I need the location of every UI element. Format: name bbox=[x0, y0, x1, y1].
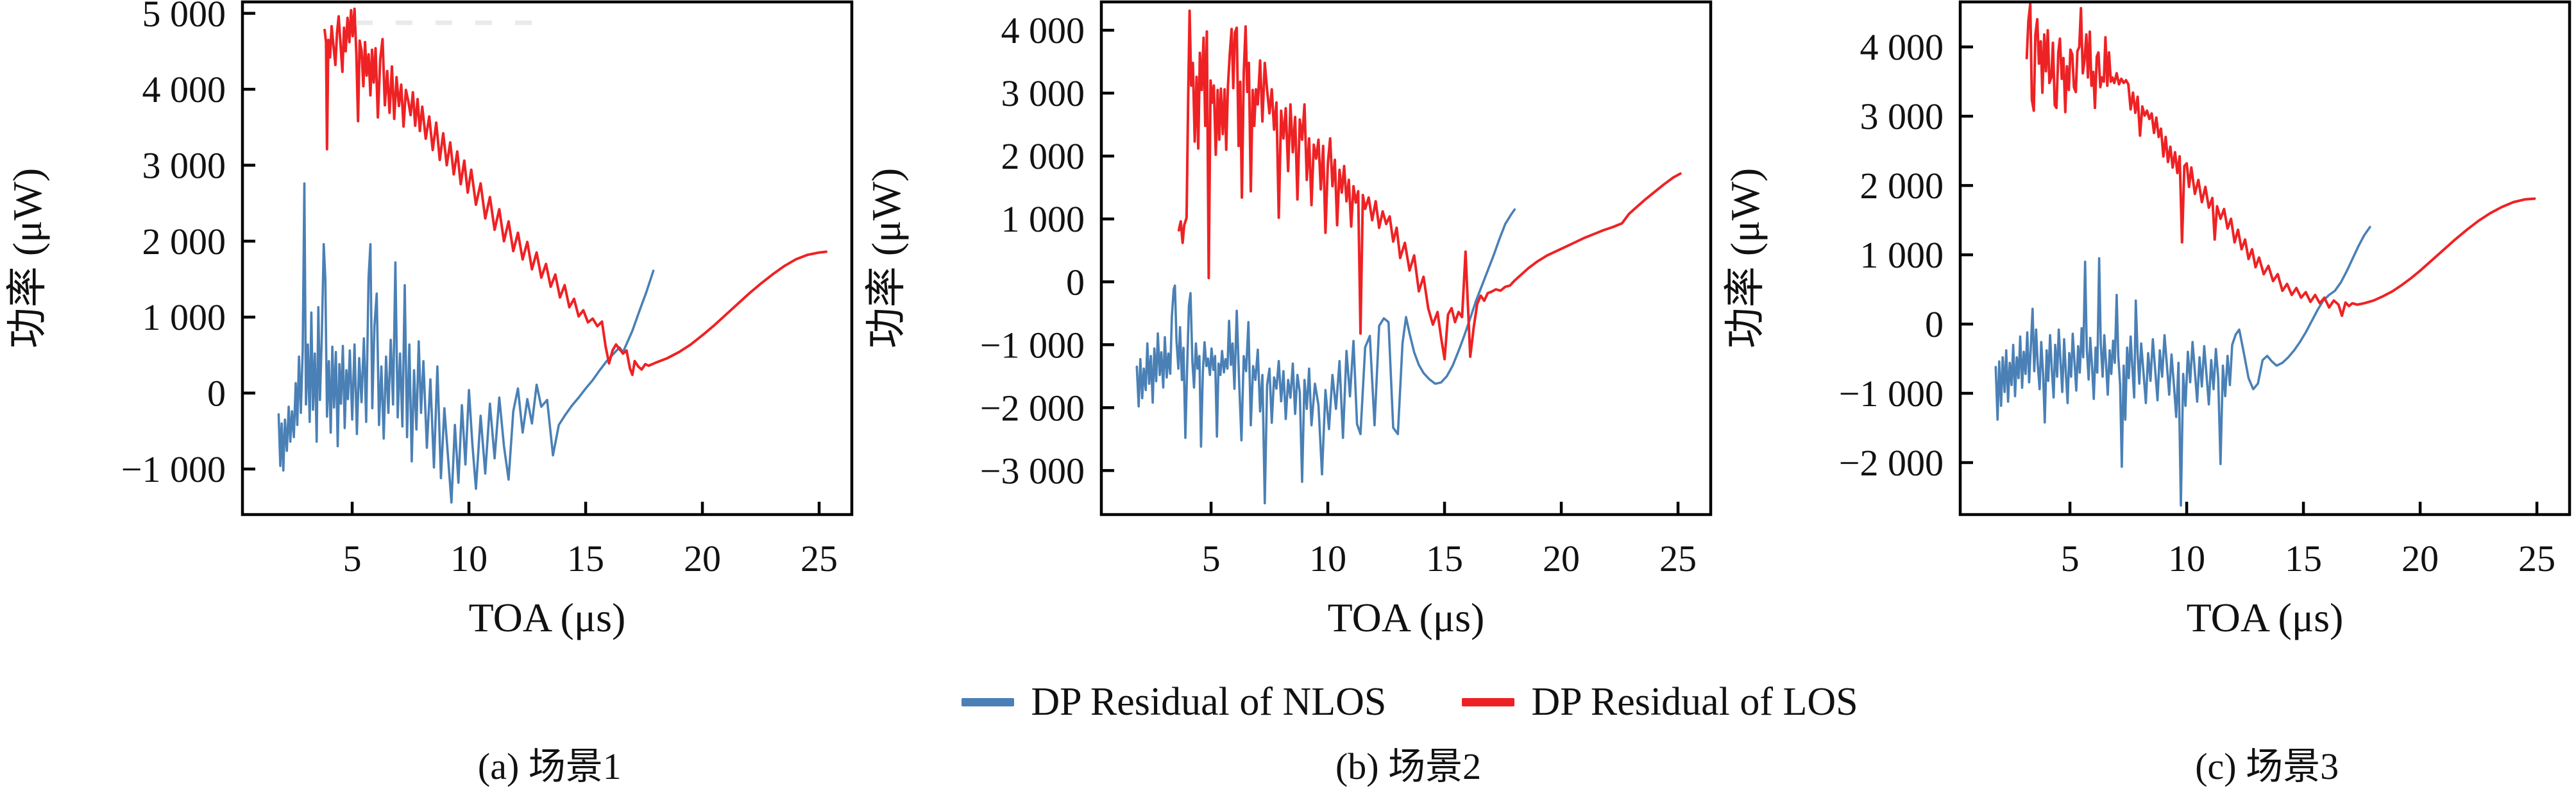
x-tick-label: 20 bbox=[2402, 538, 2439, 579]
y-tick-label: 0 bbox=[1066, 261, 1085, 303]
y-tick-label: −1 000 bbox=[1839, 373, 1944, 414]
y-tick-label: 1 000 bbox=[142, 296, 226, 338]
dp-residual-of-nlos-line bbox=[1994, 226, 2371, 507]
legend-item-los: DP Residual of LOS bbox=[1462, 682, 1858, 722]
y-tick-label: 3 000 bbox=[142, 144, 226, 186]
dp-residual-of-nlos-line bbox=[1135, 208, 1516, 505]
caption-scene3: (c) 场景3 bbox=[2195, 746, 2339, 787]
x-tick-label: 25 bbox=[801, 538, 838, 579]
panel-scene2: 5 10 15 20 25 4 000 3 000 2 000 1 000 0 −1 000 −2 0… bbox=[859, 0, 1718, 648]
y-tick-label: 2 000 bbox=[142, 221, 226, 262]
dp-residual-of-los-line bbox=[1177, 9, 1682, 361]
captions-row: (a) 场景1 (b) 场景2 (c) 场景3 bbox=[0, 731, 2576, 802]
y-tick-label: −1 000 bbox=[980, 324, 1085, 366]
x-tick-label: 5 bbox=[2061, 538, 2080, 579]
legend-label-los: DP Residual of LOS bbox=[1531, 680, 1858, 724]
y-tick-label: 5 000 bbox=[142, 0, 226, 35]
panels-row: 5 10 15 20 25 5 000 4 000 3 000 2 000 1 000 0 −1 00… bbox=[0, 0, 2576, 648]
dp-residual-of-nlos-line bbox=[277, 182, 655, 504]
y-axis-label: 功率 (μW) bbox=[4, 168, 50, 348]
x-tick-label: 20 bbox=[684, 538, 721, 579]
x-axis-label: TOA (μs) bbox=[1328, 595, 1485, 640]
x-tick-label: 15 bbox=[567, 538, 604, 579]
chart-scene2: 5 10 15 20 25 4 000 3 000 2 000 1 000 0 −1 000 −2 0… bbox=[863, 0, 1713, 640]
y-tick-label: −1 000 bbox=[121, 448, 226, 490]
y-tick-label: 4 000 bbox=[1001, 10, 1085, 51]
legend-label-nlos: DP Residual of NLOS bbox=[1031, 680, 1387, 724]
caption-scene1: (a) 场景1 bbox=[477, 746, 622, 787]
x-tick-label: 10 bbox=[1309, 538, 1346, 579]
plot-border bbox=[1099, 0, 1713, 516]
x-tick-label: 5 bbox=[1202, 538, 1221, 579]
x-tick-label: 20 bbox=[1543, 538, 1580, 579]
y-tick-label: 2 000 bbox=[1860, 165, 1944, 207]
panel-scene3: 5 10 15 20 25 4 000 3 000 2 000 1 000 0 −1 000 −2 0… bbox=[1718, 0, 2576, 648]
y-tick-label: 2 000 bbox=[1001, 135, 1085, 177]
x-tick-label: 25 bbox=[2518, 538, 2555, 579]
y-tick-label: −3 000 bbox=[980, 450, 1085, 491]
nlos-line-swatch bbox=[962, 697, 1015, 706]
y-tick-label: −2 000 bbox=[980, 387, 1085, 429]
dp-residual-of-los-line bbox=[2025, 3, 2536, 318]
y-tick-label: 3 000 bbox=[1860, 96, 1944, 137]
y-tick-label: −2 000 bbox=[1839, 442, 1944, 484]
caption-scene2: (b) 场景2 bbox=[1335, 746, 1482, 787]
plot-border bbox=[241, 0, 854, 516]
x-tick-label: 15 bbox=[2285, 538, 2322, 579]
y-tick-label: 1 000 bbox=[1001, 198, 1085, 240]
x-tick-label: 15 bbox=[1426, 538, 1463, 579]
x-tick-label: 10 bbox=[450, 538, 487, 579]
x-axis-label: TOA (μs) bbox=[2187, 595, 2344, 640]
chart-scene1: 5 10 15 20 25 5 000 4 000 3 000 2 000 1 000 0 −1 00… bbox=[4, 0, 854, 640]
x-tick-label: 25 bbox=[1659, 538, 1697, 579]
los-line-swatch bbox=[1462, 697, 1515, 706]
dp-residual-of-los-line bbox=[323, 7, 827, 377]
x-axis-label: TOA (μs) bbox=[469, 595, 626, 640]
y-tick-label: 3 000 bbox=[1001, 73, 1085, 114]
y-axis-label: 功率 (μW) bbox=[863, 168, 909, 348]
y-tick-label: 0 bbox=[207, 373, 226, 414]
y-tick-label: 1 000 bbox=[1860, 234, 1944, 276]
panel-scene1: 5 10 15 20 25 5 000 4 000 3 000 2 000 1 000 0 −1 00… bbox=[0, 0, 859, 648]
x-tick-label: 10 bbox=[2168, 538, 2205, 579]
y-axis-label: 功率 (μW) bbox=[1722, 168, 1768, 348]
chart-scene3: 5 10 15 20 25 4 000 3 000 2 000 1 000 0 −1 000 −2 0… bbox=[1722, 0, 2572, 640]
y-tick-label: 4 000 bbox=[142, 69, 226, 110]
y-tick-label: 0 bbox=[1925, 303, 1944, 345]
plot-border bbox=[1958, 0, 2572, 516]
legend: DP Residual of NLOS DP Residual of LOS bbox=[0, 672, 2576, 731]
faded-legend-artifact bbox=[356, 21, 548, 25]
y-tick-label: 4 000 bbox=[1860, 26, 1944, 68]
x-tick-label: 5 bbox=[343, 538, 362, 579]
legend-item-nlos: DP Residual of NLOS bbox=[962, 682, 1386, 722]
